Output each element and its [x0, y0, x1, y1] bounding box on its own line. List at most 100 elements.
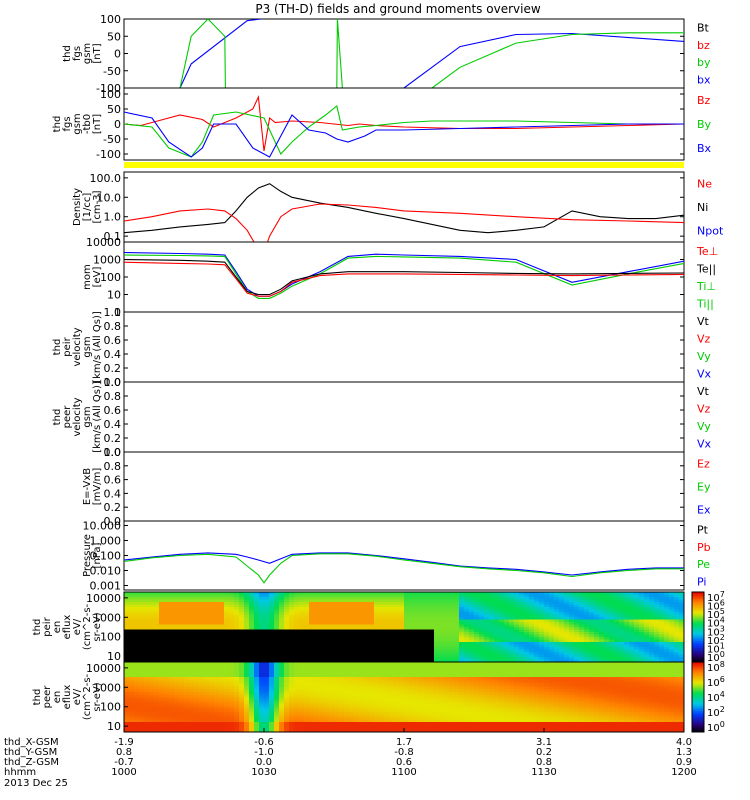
- series-line: [179, 19, 684, 88]
- panel-ylabel-line: eV/: [72, 618, 83, 635]
- panel-ylabel-line: peir: [42, 616, 53, 636]
- ytick-label: 1.0: [104, 211, 122, 224]
- panel-ylabel-line: [nT]: [92, 114, 103, 134]
- legend-entry: Vx: [697, 437, 712, 450]
- panel-ylabel-line: [nT]: [92, 43, 103, 63]
- panel-0: 100 50 0 -50 -100 thd fgs gsm [nT] Bt bz by bx: [62, 13, 711, 95]
- panel-ylabel-line: velocity: [72, 397, 83, 436]
- time-tick-label: 1200: [671, 767, 696, 778]
- spectrogram-cells: [124, 592, 685, 663]
- panel-frame: [123, 520, 685, 591]
- ytick-label: 0.8: [104, 390, 122, 403]
- ytick-label: 0.4: [104, 487, 122, 500]
- ytick-label: 10000: [86, 662, 121, 675]
- legend-entry: Vz: [697, 332, 711, 345]
- colorbar-tick-label: 108: [707, 660, 725, 674]
- panel-ylabel: Pressure [nPa]: [82, 534, 103, 577]
- time-axis-label: hhmm: [4, 767, 36, 778]
- legend-entry: Ne: [697, 178, 712, 191]
- panel-ylabel: Density [1/cc] [cm-3]: [72, 188, 103, 226]
- ytick-label: 0.0: [104, 376, 122, 389]
- panel-ylabel-line: en: [52, 691, 63, 704]
- ytick-label: 50: [107, 30, 121, 43]
- ytick-label: -50: [103, 65, 121, 78]
- time-axis: thd_X-GSM -1.9 -0.6 1.7 3.1 4.0 thd_Y-GSM 0.8 -1…: [4, 728, 697, 789]
- ytick-label: 100: [100, 88, 121, 101]
- panel-ylabel-line: E=-VxB: [82, 468, 93, 505]
- legend-entry: Ti⊥: [696, 280, 716, 293]
- panel-frame: [123, 311, 685, 383]
- legend-entry: bz: [697, 39, 710, 52]
- ytick-label: 0.8: [104, 460, 122, 473]
- legend-entry: by: [697, 56, 711, 69]
- ephem-row-label: thd_Z-GSM: [4, 757, 59, 768]
- panel-ylabel-line: peer: [62, 405, 73, 429]
- ytick-label: 10: [107, 650, 121, 663]
- ytick-label: 10000: [86, 592, 121, 605]
- series-line: [124, 254, 684, 299]
- ytick-label: 10: [107, 289, 121, 302]
- panel-frame: [123, 381, 685, 453]
- panel-frame: [123, 451, 685, 522]
- panel-ylabel: mom [eV]: [82, 264, 103, 290]
- series-line: [124, 261, 684, 297]
- ytick-label: 100.0: [90, 172, 122, 185]
- spectrogram-1: 10000 1000 100 10 thd peer en eflux eV/(cm^2-s-s…: [32, 660, 725, 734]
- panel-frame: [123, 171, 685, 243]
- panel-frame: [123, 87, 685, 161]
- ytick-label: -100: [96, 82, 121, 95]
- ephem-row-label: thd_X-GSM: [4, 737, 59, 748]
- panel-ylabel-line: sr-eV): [92, 612, 103, 641]
- ephem-value: 1.3: [676, 747, 692, 758]
- panel-ylabel-line: gsm: [82, 43, 93, 64]
- legend-entry: bx: [697, 73, 711, 86]
- figure-title: P3 (TH-D) fields and ground moments over…: [255, 2, 540, 16]
- ytick-label: 0.6: [104, 404, 122, 417]
- ytick-label: 0.2: [104, 501, 122, 514]
- panel-ylabel-line: gsm: [82, 336, 93, 357]
- legend-entry: Pb: [697, 541, 711, 554]
- legend-entry: Te⊥: [696, 245, 718, 258]
- legend-entry: Vt: [697, 385, 710, 398]
- panel-ylabel-line: -tb0: [82, 114, 93, 134]
- panel-ylabel-line: Density: [72, 188, 83, 226]
- spectrogram-0: 10000 1000 100 10 thd peir en eflux eV/(cm^2-s-s…: [32, 590, 725, 664]
- panel-ylabel-line: [cm-3]: [92, 190, 103, 223]
- ephem-value: 3.1: [536, 737, 552, 748]
- ytick-label: 1.0: [104, 446, 122, 459]
- panel-ylabel-line: Pressure: [82, 534, 93, 577]
- ephem-value: 0.0: [256, 757, 272, 768]
- colorbar-tick-label: 104: [707, 690, 725, 704]
- ytick-label: 0: [114, 118, 121, 131]
- ytick-label: 0.1: [104, 230, 122, 243]
- panel-ylabel: thd fgs gsm [nT]: [62, 43, 103, 64]
- colorbar-tick-label: 106: [707, 675, 725, 689]
- panel-ylabel-line: (cm^2-s-: [82, 673, 93, 720]
- ytick-label: 0.8: [104, 320, 122, 333]
- panel-ylabel-line: velocity: [72, 327, 83, 366]
- ytick-label: 0.4: [104, 348, 122, 361]
- legend-entry: Ti||: [696, 297, 714, 310]
- panel-ylabel-line: [km/s (All Qs)]: [92, 311, 103, 383]
- series-line: [124, 183, 684, 234]
- series-line: [124, 258, 684, 296]
- colorbar-tick-label: 100: [707, 720, 725, 734]
- panel-ylabel: thd fgs gsm -tb0 [nT]: [52, 113, 103, 134]
- legend-entry: Npot: [697, 224, 724, 237]
- ytick-label: 1000: [93, 254, 121, 267]
- panel-ylabel-line: eflux: [62, 685, 73, 710]
- ytick-label: 10.000: [83, 520, 122, 533]
- ephem-value: 4.0: [676, 737, 692, 748]
- series-line: [124, 203, 684, 242]
- panel-ylabel-line: en: [52, 621, 63, 634]
- legend-entry: Bx: [697, 142, 712, 155]
- ytick-label: 100: [100, 13, 121, 26]
- panel-ylabel-line: eflux: [62, 615, 73, 640]
- status-bar: [124, 162, 684, 168]
